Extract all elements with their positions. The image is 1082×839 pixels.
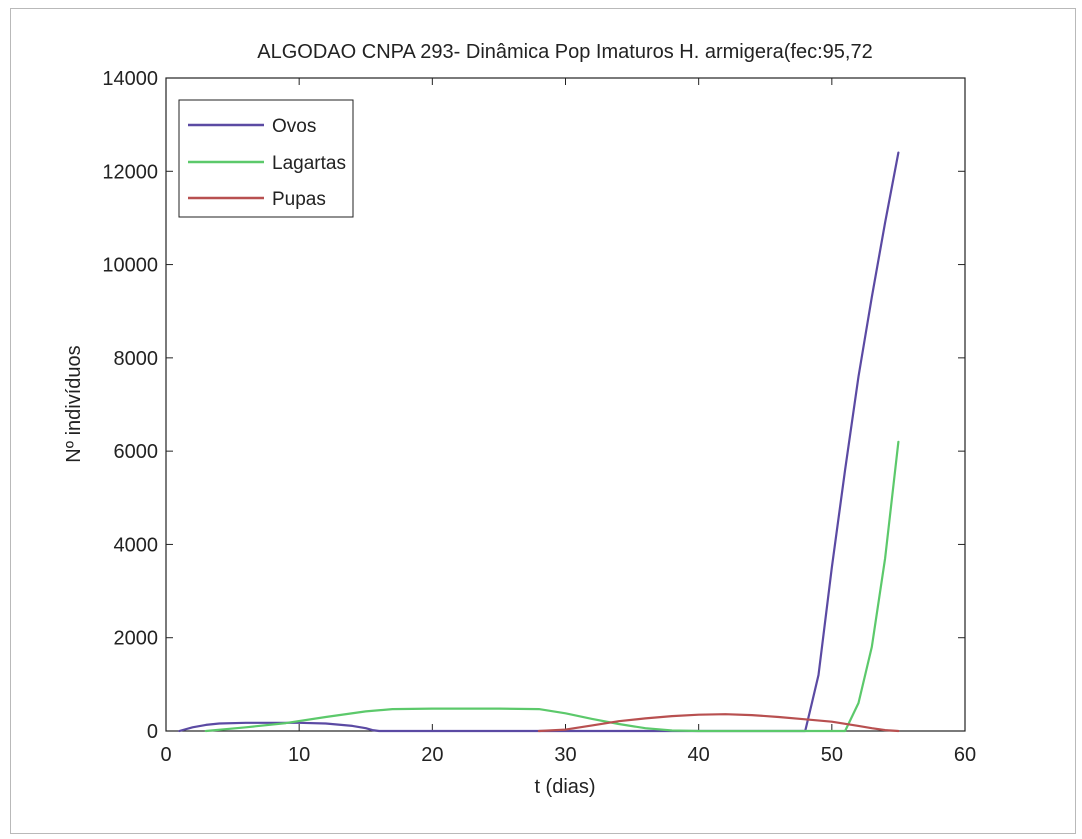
x-tick-label: 0 (160, 744, 171, 766)
legend: Ovos Lagartas Pupas (178, 99, 354, 218)
y-tick-label: 0 (147, 721, 158, 743)
x-tick-label: 60 (954, 744, 976, 766)
series-layer (178, 151, 900, 733)
y-tick-label: 4000 (114, 534, 159, 556)
legend-label-lagartas: Lagartas (272, 153, 346, 174)
x-axis-title: t (dias) (534, 776, 595, 798)
x-tick-label: 40 (688, 744, 710, 766)
y-tick-label: 6000 (114, 441, 159, 463)
y-axis-title: Nº indivíduos (63, 345, 85, 462)
y-tick-label: 12000 (102, 161, 158, 183)
ticks-layer: 0 10 20 30 40 50 60 0 2000 4000 6000 8000 10000 12000… (102, 68, 976, 766)
x-tick-label: 30 (554, 744, 576, 766)
legend-label-ovos: Ovos (272, 116, 316, 137)
series-line-ovos (178, 151, 900, 733)
legend-label-pupas: Pupas (272, 189, 326, 210)
y-tick-label: 2000 (114, 628, 159, 650)
series-line-pupas (537, 713, 900, 733)
y-tick-label: 8000 (114, 348, 159, 370)
y-tick-label: 10000 (102, 255, 158, 277)
x-tick-label: 20 (421, 744, 443, 766)
y-tick-label: 14000 (102, 68, 158, 90)
chart-title: ALGODAO CNPA 293- Dinâmica Pop Imaturos … (257, 41, 872, 63)
series-line-lagartas (204, 440, 900, 733)
x-tick-label: 10 (288, 744, 310, 766)
x-tick-label: 50 (821, 744, 843, 766)
